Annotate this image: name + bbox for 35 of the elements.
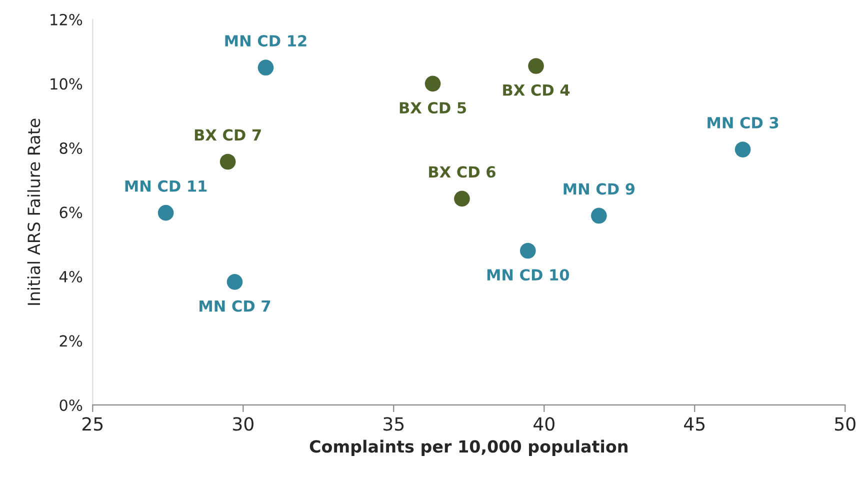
y-tick-label: 10% [50,78,82,90]
annotation: BX CD 5 [400,102,466,114]
x-tick-label: 50 [835,417,856,431]
y-axis-title: Initial ARS Failure Rate [27,118,40,305]
point [258,60,274,76]
point [424,76,441,92]
point [158,204,174,221]
point [734,142,751,158]
point [528,58,544,74]
y-tick-label: 2% [60,335,82,347]
y-tick-label: 0% [60,399,82,411]
annotation: BX CD 4 [503,84,570,96]
point [454,190,470,207]
y-tick-label: 12% [50,14,82,26]
y-tick-label: 6% [60,206,82,218]
point [591,208,607,224]
y-tick-label: 4% [59,270,82,282]
point [220,154,236,170]
annotation: MN CD 10 [487,269,570,281]
x-tick-label: 40 [534,417,554,431]
y-tick-label: 8% [60,142,82,154]
annotation: BX CD 6 [429,166,496,178]
x-tick-label: 30 [233,417,254,431]
x-tick-label: 35 [384,417,404,431]
point [520,242,536,259]
point [226,274,243,290]
x-tick-label: 25 [82,417,103,431]
x-axis-title: Complaints per 10,000 population [310,440,628,456]
annotation: MN CD 3 [708,116,778,129]
x-tick-label: 45 [684,417,705,431]
annotation: MN CD 9 [564,183,635,195]
annotation: BX CD 7 [194,129,261,141]
annotation: MN CD 12 [225,35,306,47]
annotation: MN CD 7 [200,300,270,312]
annotation: MN CD 11 [125,180,207,192]
